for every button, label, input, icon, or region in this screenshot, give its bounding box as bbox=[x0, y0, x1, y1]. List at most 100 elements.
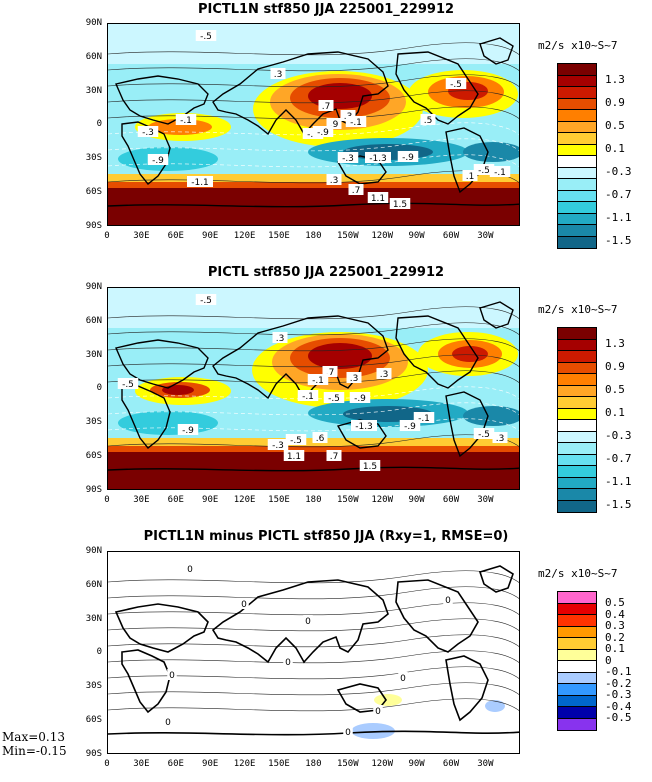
panel-1-contour-label-21: -.5 bbox=[473, 164, 495, 176]
panel-3-lon-tick: 90E bbox=[202, 759, 219, 769]
panel-3-colorbar-label: -0.4 bbox=[605, 699, 632, 713]
svg-text:-1.1: -1.1 bbox=[191, 178, 209, 188]
panel-1-colorbar-label: -1.5 bbox=[605, 234, 632, 247]
panel-1-coastline-1 bbox=[115, 75, 209, 125]
colorbar-swatch bbox=[558, 661, 596, 673]
panel-1-shade-4 bbox=[108, 188, 519, 225]
panel-3-coastline-5 bbox=[445, 655, 489, 722]
panel-2-colorbar-label: -0.3 bbox=[605, 429, 632, 442]
colorbar-swatch bbox=[558, 684, 596, 696]
panel-2-contour-label-15: .7 bbox=[326, 450, 342, 462]
svg-text:0: 0 bbox=[165, 718, 171, 728]
panel-1-coastline-7 bbox=[108, 202, 519, 208]
panel-1-colorbar-label: 0.9 bbox=[605, 96, 625, 109]
panel-1-lon-tick: 150E bbox=[268, 231, 290, 241]
panel-3-contour-2 bbox=[108, 602, 519, 616]
panel-3-colorbar-label: 0.4 bbox=[605, 607, 625, 621]
panel-1-contour-1 bbox=[108, 58, 519, 72]
panel-3-coastline-6 bbox=[478, 565, 514, 593]
panel-1-contour-0 bbox=[108, 42, 519, 56]
svg-text:-.3: -.3 bbox=[272, 441, 284, 451]
colorbar-swatch bbox=[558, 626, 596, 638]
svg-text:.3: .3 bbox=[496, 434, 505, 444]
panel-1-contour-label-9: -.1 bbox=[345, 116, 367, 128]
panel-3-colorbar-label: 0.1 bbox=[605, 642, 625, 655]
panel-1-contour-label-0: -.5 bbox=[195, 30, 217, 42]
panel-3-lon-tick: 30E bbox=[133, 759, 150, 769]
panel-3-coastline-1 bbox=[114, 603, 209, 653]
panel-1-colorbar-label: 1.3 bbox=[605, 73, 625, 86]
panel-1-lon-tick: 90E bbox=[202, 231, 219, 241]
panel-2-coastline-4 bbox=[395, 315, 479, 389]
panel-1-title: PICTL1N stf850 JJA 225001_229912 bbox=[197, 2, 455, 17]
panel-1-contour-label-8: -.3 bbox=[137, 126, 159, 138]
colorbar-swatch bbox=[558, 179, 596, 191]
panel-3-lat-tick: 60N bbox=[85, 580, 102, 590]
panel-3-coastline-4 bbox=[395, 579, 479, 653]
svg-text:-.9: -.9 bbox=[354, 394, 366, 404]
colorbar-swatch bbox=[558, 133, 596, 145]
panel-3-contour-label-0: 0 bbox=[185, 563, 195, 575]
colorbar-swatch bbox=[558, 477, 596, 489]
panel-2-lon-tick: 0 bbox=[104, 495, 110, 505]
panel-1-colorbar-label: 0.5 bbox=[605, 119, 625, 132]
svg-text:.3: .3 bbox=[330, 176, 339, 186]
panel-1-shade-1 bbox=[108, 24, 519, 64]
panel-3-colorbar-label: 0.5 bbox=[605, 596, 625, 609]
colorbar-swatch bbox=[558, 167, 596, 179]
svg-text:-.1: -.1 bbox=[180, 116, 192, 126]
svg-text:-.5: -.5 bbox=[328, 394, 340, 404]
panel-3-colorbar bbox=[557, 591, 597, 731]
panel-1-lat-tick: 30N bbox=[85, 86, 102, 96]
panel-3-field: 0 0 0 0 0 0 0 0 0 0 bbox=[108, 552, 519, 753]
max-stat: Max=0.13 bbox=[2, 730, 65, 744]
colorbar-swatch bbox=[558, 718, 596, 730]
colorbar-swatch bbox=[558, 603, 596, 615]
panel-2-colorbar bbox=[557, 327, 597, 513]
panel-1-lat-tick: 90S bbox=[85, 221, 102, 231]
panel-3-lon-tick: 60E bbox=[167, 759, 184, 769]
panel-3-colorbar-label: -0.1 bbox=[605, 665, 632, 678]
panel-1-contour-label-5: .9 bbox=[326, 118, 342, 130]
panel-1-coastline-3 bbox=[336, 155, 387, 185]
panel-3-contour-6 bbox=[108, 666, 519, 680]
panel-3-lat-tick: 0 bbox=[96, 647, 102, 657]
panel-2-lon-tick: 60W bbox=[442, 495, 460, 505]
svg-text:-.9: -.9 bbox=[404, 422, 416, 432]
colorbar-swatch bbox=[558, 489, 596, 501]
panel-2-colorbar-label: -0.7 bbox=[605, 452, 632, 465]
panel-2-colorbar-label: -1.1 bbox=[605, 475, 632, 488]
panel-1-contour-label-19: -.9 bbox=[397, 151, 419, 163]
panel-1-lat-tick: 0 bbox=[96, 119, 102, 129]
panel-3-contour-4 bbox=[108, 634, 519, 648]
colorbar-swatch bbox=[558, 98, 596, 110]
svg-text:-.3: -.3 bbox=[342, 154, 354, 164]
panel-1-units: m2/s x10~S~7 bbox=[538, 39, 618, 52]
panel-1-contour-label-2: -.1 bbox=[175, 114, 197, 126]
panel-1-map: -.5 .3 -.1 .7 .3 .9 -.5 -.9 -.3 -.1 -.9 -.3 -1.3 -1.1… bbox=[107, 23, 520, 226]
panel-3-contour-label-9: 0 bbox=[283, 656, 293, 668]
panel-1-coastline-6 bbox=[479, 37, 514, 65]
panel-2-contour-1 bbox=[108, 322, 519, 336]
panel-2-contour-label-21: -.1 bbox=[413, 412, 435, 424]
panel-1-lat-tick: 30S bbox=[85, 153, 102, 163]
svg-text:0: 0 bbox=[305, 617, 311, 627]
svg-text:.3: .3 bbox=[274, 70, 283, 80]
panel-1-lon-tick: 120E bbox=[233, 231, 256, 241]
panel-1-contour-5 bbox=[108, 122, 519, 136]
colorbar-swatch bbox=[558, 202, 596, 214]
panel-2-coastline-0 bbox=[212, 315, 389, 400]
panel-2-contour-label-12: -.5 bbox=[473, 428, 495, 440]
panel-1-contour-label-3: .7 bbox=[318, 100, 334, 112]
svg-text:.3: .3 bbox=[350, 374, 359, 384]
svg-text:1.5: 1.5 bbox=[393, 200, 407, 210]
svg-text:-.1: -.1 bbox=[418, 414, 430, 424]
panel-3-coastline-2 bbox=[121, 649, 171, 714]
colorbar-swatch bbox=[558, 374, 596, 386]
panel-1-colorbar-label: -0.3 bbox=[605, 165, 632, 178]
panel-2-coastline-5 bbox=[445, 391, 489, 458]
panel-2-contour-label-13: .3 bbox=[492, 432, 508, 444]
panel-3-lon-tick: 60W bbox=[442, 759, 460, 769]
svg-text:.7: .7 bbox=[330, 452, 339, 462]
colorbar-swatch bbox=[558, 431, 596, 443]
